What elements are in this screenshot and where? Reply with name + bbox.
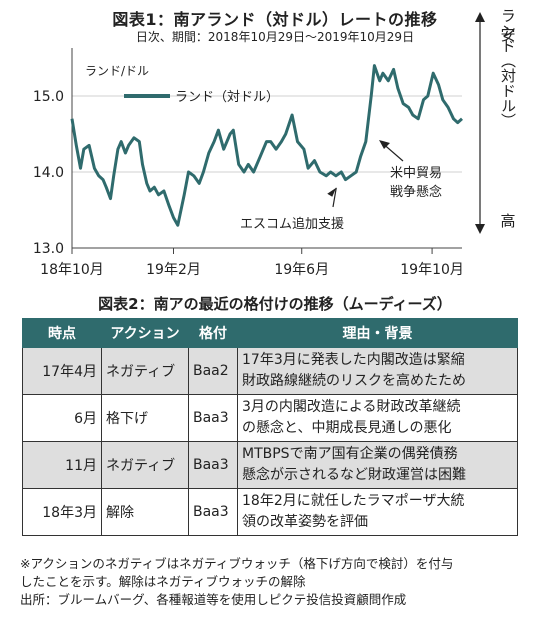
footnote: ※アクションのネガティブはネガティブウォッチ（格下げ方向で検討）を付与 したこと… <box>20 555 540 609</box>
table-header-row: 時点 アクション 格付 理由・背景 <box>22 318 518 348</box>
cell-action: 解除 <box>101 488 189 536</box>
y-tick-label: 13.0 <box>33 241 64 257</box>
rand-series-line <box>70 64 463 227</box>
annotation-text: 戦争懸念 <box>390 184 442 200</box>
cell-rating: Baa3 <box>188 441 238 489</box>
legend-label: ランド（対ドル） <box>175 90 279 105</box>
y-tick-label: 15.0 <box>33 89 64 105</box>
header-rating: 格付 <box>188 318 238 348</box>
annotation-text: 米中貿易 <box>390 166 442 181</box>
table-row: 17年4月 ネガティブ Baa2 17年3月に発表した内閣改造は緊縮 財政路線継続のリス… <box>22 347 518 395</box>
reason-line: 懸念が示されるなど財政運営は困難 <box>242 467 466 483</box>
right-axis-top: 安 <box>500 26 515 44</box>
chart-title: 図表1：南アランド（対ドル）レートの推移 <box>112 10 438 29</box>
reason-line: 領の改革姿勢を評価 <box>242 514 368 530</box>
chart-subtitle: 日次、期間：2018年10月29日～2019年10月29日 <box>135 30 415 44</box>
footnote-line: 出所：ブルームバーグ、各種報道等を使用しピクテ投信投資顧問作成 <box>20 592 407 607</box>
annotation-arrowhead <box>379 140 390 149</box>
reason-line: 財政路線継続のリスクを高めたため <box>242 373 466 389</box>
y-axis-label: ランド/ドル <box>85 64 149 78</box>
reason-line: MTBPSで南ア国有企業の偶発債務 <box>242 446 458 462</box>
right-arrow-down <box>475 224 485 234</box>
footnote-line: ※アクションのネガティブはネガティブウォッチ（格下げ方向で検討）を付与 <box>20 556 454 571</box>
cell-date: 17年4月 <box>22 347 102 395</box>
cell-date: 18年3月 <box>22 488 102 536</box>
cell-action: ネガティブ <box>101 441 189 489</box>
cell-reason: 3月の内閣改造による財政改革継続 の懸念と、中期成長見通しの悪化 <box>237 394 518 442</box>
header-action: アクション <box>101 318 189 348</box>
cell-reason: MTBPSで南ア国有企業の偶発債務 懸念が示されるなど財政運営は困難 <box>237 441 518 489</box>
cell-rating: Baa3 <box>188 488 238 536</box>
header-reason: 理由・背景 <box>237 318 518 348</box>
reason-line: の懸念と、中期成長見通しの悪化 <box>242 420 452 436</box>
x-tick-label: 19年6月 <box>274 262 329 278</box>
table-row: 18年3月 解除 Baa3 18年2月に就任したラマポーザ大統 領の改革姿勢を評価 <box>22 488 518 536</box>
table-row: 11月 ネガティブ Baa3 MTBPSで南ア国有企業の偶発債務 懸念が示されるなど財政… <box>22 441 518 489</box>
cell-reason: 17年3月に発表した内閣改造は緊縮 財政路線継続のリスクを高めたため <box>237 347 518 395</box>
rand-dollar-line-chart: 13.0 14.0 15.0 18年10月 19年2月 19年6月 19年10月 ランド/ドル… <box>33 8 517 278</box>
rating-history-table: 時点 アクション 格付 理由・背景 17年4月 ネガティブ Baa2 17年3月に発表… <box>22 318 518 536</box>
y-tick-label: 14.0 <box>33 165 64 181</box>
cell-reason: 18年2月に就任したラマポーザ大統 領の改革姿勢を評価 <box>237 488 518 536</box>
cell-rating: Baa3 <box>188 394 238 442</box>
reason-line: 17年3月に発表した内閣改造は緊縮 <box>242 352 465 368</box>
annotation-arrow <box>332 187 337 208</box>
reason-line: 3月の内閣改造による財政改革継続 <box>242 399 461 415</box>
cell-action: 格下げ <box>101 394 189 442</box>
cell-date: 6月 <box>22 394 102 442</box>
x-tick-label: 19年2月 <box>146 262 201 278</box>
x-tick-label: 19年10月 <box>400 262 464 278</box>
right-axis-bottom: 高 <box>500 212 515 230</box>
header-date: 時点 <box>22 318 102 348</box>
table-title: 図表2：南アの最近の格付けの推移（ムーディーズ） <box>98 295 452 313</box>
cell-date: 11月 <box>22 441 102 489</box>
right-axis-middle: ランド（対ドル） <box>499 8 517 128</box>
cell-action: ネガティブ <box>101 347 189 395</box>
x-tick-label: 18年10月 <box>40 262 104 278</box>
cell-rating: Baa2 <box>188 347 238 395</box>
right-arrow-up <box>475 12 485 22</box>
footnote-line: したことを示す。解除はネガティブウォッチの解除 <box>20 574 306 589</box>
annotation-text: エスコム追加支援 <box>240 216 344 232</box>
reason-line: 18年2月に就任したラマポーザ大統 <box>242 493 465 509</box>
table-row: 6月 格下げ Baa3 3月の内閣改造による財政改革継続 の懸念と、中期成長見通しの悪化 <box>22 394 518 442</box>
annotation-arrowhead <box>327 187 337 197</box>
